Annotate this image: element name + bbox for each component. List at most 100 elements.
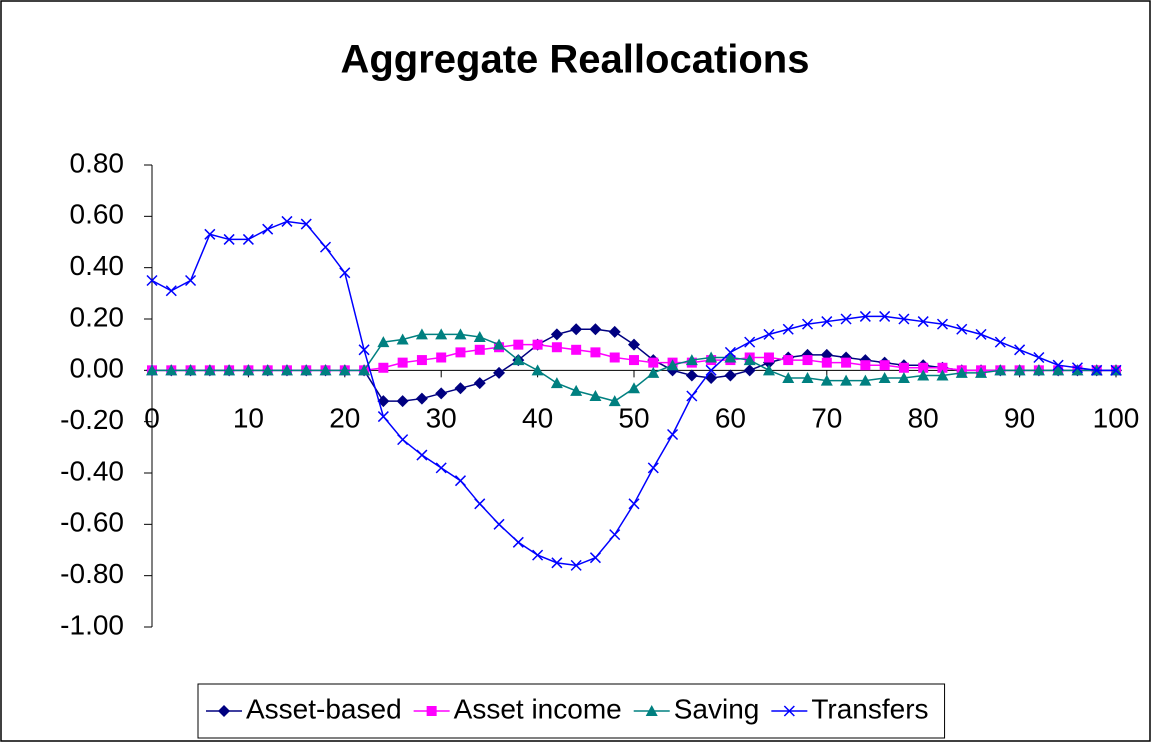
marker	[223, 364, 236, 376]
marker	[917, 316, 929, 328]
marker	[802, 355, 813, 366]
marker	[608, 395, 621, 407]
marker	[454, 475, 467, 487]
marker	[184, 364, 197, 376]
marker	[590, 347, 601, 358]
marker	[261, 364, 274, 376]
marker	[898, 362, 909, 373]
marker	[629, 355, 639, 366]
marker	[841, 357, 852, 368]
marker	[474, 344, 485, 355]
marker	[454, 328, 467, 340]
y-tick-label: -1.00	[60, 609, 124, 640]
x-tick-label: 60	[715, 403, 746, 434]
legend-symbol	[645, 705, 658, 716]
marker	[859, 374, 872, 386]
marker	[956, 323, 968, 335]
marker	[204, 228, 216, 240]
x-tick-label: 20	[329, 403, 360, 434]
marker	[937, 362, 948, 373]
marker	[589, 323, 602, 336]
marker	[378, 362, 389, 373]
marker	[415, 328, 428, 340]
marker	[397, 357, 408, 368]
marker	[879, 360, 890, 371]
y-tick-label: -0.20	[60, 404, 124, 435]
marker	[840, 313, 852, 325]
marker	[821, 357, 832, 368]
marker	[936, 318, 949, 330]
marker	[801, 372, 814, 384]
marker	[763, 328, 775, 340]
marker	[743, 354, 756, 366]
marker	[455, 347, 466, 358]
marker	[550, 328, 563, 341]
marker	[608, 325, 621, 338]
y-tick-label: 0.00	[70, 353, 125, 384]
marker	[242, 233, 254, 245]
legend-symbol	[783, 705, 795, 717]
marker	[146, 274, 158, 287]
marker	[319, 364, 332, 376]
marker	[705, 364, 717, 376]
marker	[1091, 364, 1103, 376]
marker	[783, 355, 794, 366]
marker	[1110, 364, 1122, 376]
marker	[570, 559, 582, 571]
marker	[300, 364, 313, 376]
marker	[744, 336, 756, 348]
marker	[1013, 364, 1026, 376]
x-tick-label: 10	[233, 403, 264, 434]
marker	[512, 536, 524, 548]
marker	[609, 529, 621, 541]
marker	[628, 338, 640, 351]
marker	[570, 323, 583, 336]
marker	[474, 498, 486, 510]
marker	[743, 364, 756, 377]
marker	[223, 233, 235, 245]
legend-symbol	[218, 705, 230, 717]
marker	[416, 449, 428, 461]
marker	[820, 374, 833, 386]
marker	[860, 360, 871, 371]
marker	[493, 338, 506, 350]
marker	[454, 382, 467, 395]
marker	[647, 462, 659, 474]
marker	[493, 518, 505, 530]
legend-label: Saving	[674, 693, 760, 724]
marker	[165, 364, 178, 376]
marker	[281, 215, 293, 227]
marker	[185, 274, 197, 287]
marker	[397, 434, 409, 446]
x-tick-label: 50	[618, 403, 649, 434]
x-tick-label: 40	[522, 403, 553, 434]
marker	[146, 364, 158, 376]
marker	[262, 223, 274, 235]
marker	[1033, 351, 1045, 364]
marker	[396, 333, 409, 345]
marker	[1052, 364, 1065, 376]
marker	[571, 344, 582, 355]
marker	[686, 390, 698, 402]
marker	[685, 369, 698, 382]
marker	[801, 318, 814, 330]
y-tick-label: 0.40	[70, 250, 125, 281]
marker	[589, 390, 602, 401]
legend-box	[197, 683, 946, 739]
marker	[358, 364, 371, 376]
marker	[513, 339, 524, 350]
y-tick-label: -0.80	[60, 558, 124, 589]
marker	[416, 355, 427, 366]
marker	[897, 372, 910, 384]
marker	[685, 354, 698, 366]
legend-item: Asset income	[413, 693, 622, 724]
marker	[165, 285, 177, 297]
marker	[667, 428, 679, 441]
y-tick-label: -0.40	[60, 455, 124, 486]
marker	[628, 498, 640, 510]
marker	[415, 392, 428, 405]
marker	[782, 372, 795, 384]
x-tick-label: 80	[908, 403, 939, 434]
marker	[840, 374, 853, 386]
marker	[242, 364, 255, 376]
